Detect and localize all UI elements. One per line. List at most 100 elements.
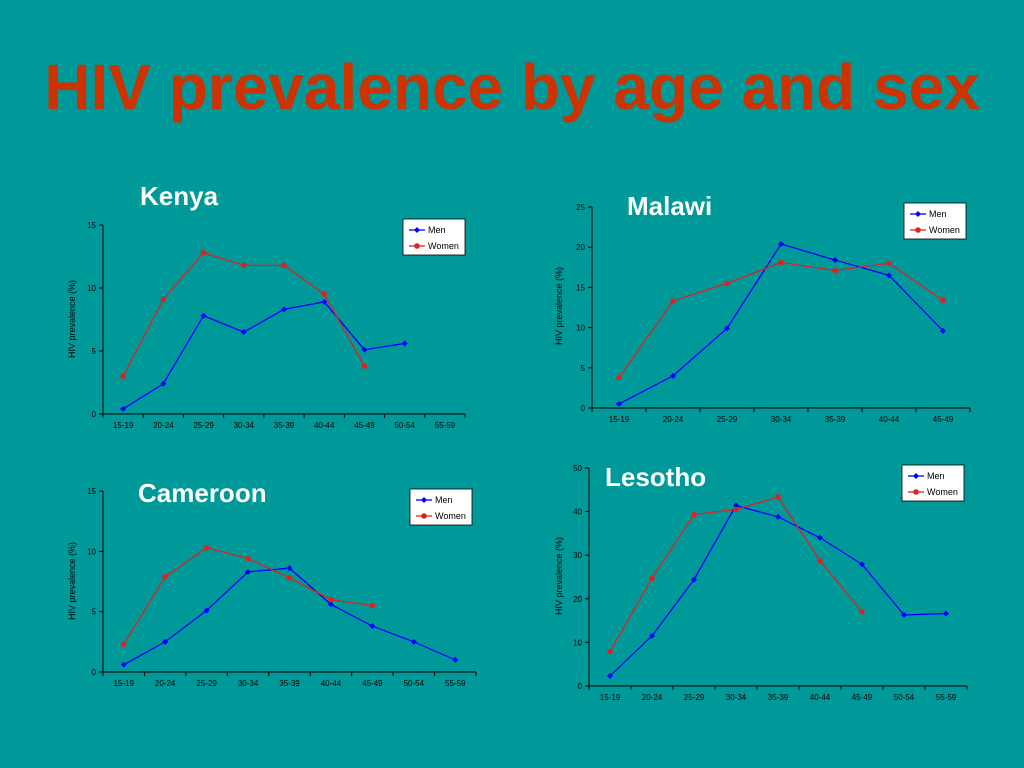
series-line-women-cameroon bbox=[123, 547, 373, 645]
x-tick-label-lesotho: 25-29 bbox=[684, 693, 705, 702]
x-tick-label-lesotho: 20-24 bbox=[642, 693, 663, 702]
data-point-women-cameroon bbox=[203, 544, 210, 551]
data-point-women-kenya bbox=[281, 262, 287, 269]
data-point-women-lesotho bbox=[691, 511, 697, 518]
y-tick-label-malawi: 15 bbox=[576, 283, 585, 292]
y-tick-label-malawi: 25 bbox=[576, 203, 585, 212]
data-point-men-malawi bbox=[832, 257, 838, 264]
x-tick-label-malawi: 15-19 bbox=[609, 415, 630, 424]
y-tick-label-malawi: 0 bbox=[581, 404, 586, 413]
legend-label-men: Men bbox=[927, 471, 945, 481]
legend-box-lesotho bbox=[901, 464, 965, 502]
data-point-men-lesotho bbox=[859, 561, 865, 568]
data-point-women-lesotho bbox=[859, 609, 865, 615]
data-point-men-kenya bbox=[401, 340, 408, 347]
data-point-men-cameroon bbox=[286, 565, 293, 572]
x-tick-label-cameroon: 45-49 bbox=[362, 679, 383, 688]
data-point-men-malawi bbox=[670, 372, 676, 379]
data-point-women-malawi bbox=[886, 260, 892, 267]
data-point-men-lesotho bbox=[649, 632, 655, 639]
legend-box-cameroon bbox=[409, 488, 473, 526]
x-tick-label-cameroon: 55-59 bbox=[445, 679, 466, 688]
legend-lesotho: Men Women bbox=[901, 464, 965, 502]
legend-cameroon: Men Women bbox=[409, 488, 473, 526]
x-tick-label-malawi: 35-39 bbox=[825, 415, 846, 424]
x-tick-label-lesotho: 40-44 bbox=[810, 693, 831, 702]
legend-label-men: Men bbox=[428, 225, 446, 235]
legend-marker-women bbox=[414, 243, 420, 249]
data-point-men-cameroon bbox=[203, 607, 210, 614]
x-tick-label-lesotho: 45-49 bbox=[852, 693, 873, 702]
y-tick-label-lesotho: 0 bbox=[578, 682, 583, 691]
y-tick-label-kenya: 0 bbox=[92, 410, 97, 419]
y-tick-label-cameroon: 0 bbox=[92, 668, 97, 677]
legend-marker-women bbox=[915, 227, 921, 233]
data-point-men-lesotho bbox=[901, 611, 907, 618]
slide-title: HIV prevalence by age and sex bbox=[44, 51, 980, 123]
x-tick-label-malawi: 30-34 bbox=[771, 415, 792, 424]
data-point-men-kenya bbox=[281, 306, 287, 313]
legend-label-women: Women bbox=[927, 487, 958, 497]
data-point-women-malawi bbox=[940, 297, 946, 304]
legend-label-women: Women bbox=[435, 511, 466, 521]
chart-kenya: Kenya HIV prevalence (%) 0 5 10 15 15-19 20-2… bbox=[67, 181, 466, 430]
series-line-men-kenya bbox=[122, 301, 405, 410]
y-tick-label-kenya: 10 bbox=[87, 284, 96, 293]
y-tick-label-lesotho: 20 bbox=[573, 595, 582, 604]
x-tick-label-cameroon: 40-44 bbox=[321, 679, 342, 688]
data-point-men-cameroon bbox=[327, 601, 334, 608]
y-tick-label-malawi: 5 bbox=[581, 364, 586, 373]
data-point-women-kenya bbox=[361, 363, 368, 369]
data-point-men-lesotho bbox=[607, 672, 613, 679]
data-point-men-malawi bbox=[778, 240, 784, 247]
y-tick-label-cameroon: 5 bbox=[92, 608, 97, 617]
data-point-men-kenya bbox=[240, 329, 247, 336]
x-tick-label-cameroon: 25-29 bbox=[196, 679, 217, 688]
data-point-men-kenya bbox=[321, 298, 328, 305]
data-point-women-cameroon bbox=[162, 573, 168, 580]
data-point-women-cameroon bbox=[328, 596, 334, 603]
x-tick-label-malawi: 40-44 bbox=[879, 415, 900, 424]
x-tick-label-cameroon: 50-54 bbox=[404, 679, 425, 688]
legend-label-women: Women bbox=[929, 225, 960, 235]
chart-title-cameroon: Cameroon bbox=[138, 478, 267, 508]
data-point-men-cameroon bbox=[452, 656, 459, 663]
x-tick-label-kenya: 30-34 bbox=[234, 421, 255, 430]
x-tick-label-kenya: 35-39 bbox=[274, 421, 295, 430]
data-point-women-kenya bbox=[240, 262, 247, 269]
data-point-men-malawi bbox=[616, 400, 622, 407]
data-point-women-lesotho bbox=[775, 493, 781, 500]
data-point-women-cameroon bbox=[369, 602, 376, 609]
chart-title-malawi: Malawi bbox=[627, 191, 712, 221]
data-point-women-cameroon bbox=[120, 641, 127, 648]
data-point-men-lesotho bbox=[775, 513, 781, 520]
data-point-men-lesotho bbox=[943, 610, 949, 617]
legend-label-women: Women bbox=[428, 241, 459, 251]
x-tick-label-kenya: 20-24 bbox=[153, 421, 174, 430]
series-line-men-lesotho bbox=[609, 504, 947, 677]
legend-label-men: Men bbox=[929, 209, 947, 219]
data-point-men-lesotho bbox=[691, 576, 697, 583]
x-tick-label-kenya: 55-59 bbox=[435, 421, 456, 430]
y-tick-label-lesotho: 40 bbox=[573, 508, 582, 517]
chart-title-kenya: Kenya bbox=[140, 181, 219, 211]
x-tick-label-cameroon: 30-34 bbox=[238, 679, 259, 688]
x-tick-label-lesotho: 15-19 bbox=[600, 693, 621, 702]
data-point-men-lesotho bbox=[733, 502, 739, 509]
legend-label-men: Men bbox=[435, 495, 453, 505]
data-point-women-kenya bbox=[200, 249, 207, 256]
series-line-men-cameroon bbox=[123, 567, 456, 666]
y-axis-label-kenya: HIV prevalence (%) bbox=[67, 280, 77, 358]
legend-marker-men bbox=[915, 211, 921, 217]
x-tick-label-malawi: 25-29 bbox=[717, 415, 738, 424]
chart-lesotho: Lesotho HIV prevalence (%) 0 10 20 30 40 50 15… bbox=[554, 462, 968, 702]
legend-marker-women bbox=[421, 513, 427, 519]
legend-box-malawi bbox=[903, 202, 967, 240]
legend-marker-men bbox=[414, 227, 420, 233]
x-tick-label-malawi: 20-24 bbox=[663, 415, 684, 424]
data-point-women-lesotho bbox=[733, 506, 739, 513]
series-line-men-malawi bbox=[618, 243, 944, 405]
y-axis-label-malawi: HIV prevalence (%) bbox=[554, 267, 564, 345]
x-tick-label-cameroon: 15-19 bbox=[113, 679, 134, 688]
data-point-women-malawi bbox=[670, 298, 676, 304]
